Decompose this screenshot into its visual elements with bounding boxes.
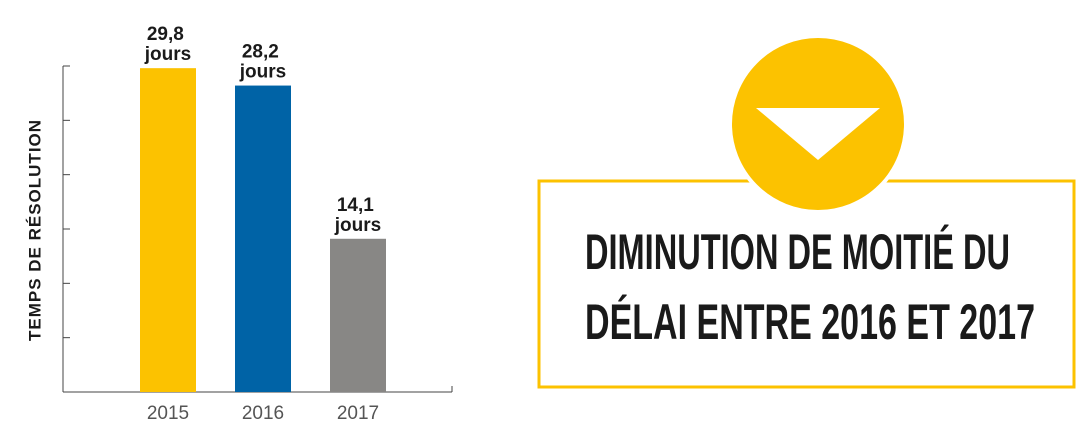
x-tick-label: 2015 (147, 403, 189, 422)
annotation: DÉLAI ENTRE 2016 ET 2017 (585, 294, 1035, 350)
value-label: 14,1 jours (334, 195, 381, 236)
value-label: 29,8 jours (144, 24, 191, 65)
bar (235, 85, 291, 392)
bar (330, 238, 386, 392)
bar (140, 68, 196, 392)
down-arrow (756, 108, 880, 160)
y-axis-label: TEMPS DE RÉSOLUTION (25, 119, 44, 341)
x-tick-label: 2017 (337, 403, 379, 422)
value-label: 28,2 jours (239, 42, 286, 83)
annotation: DIMINUTION DE MOITIÉ DU (585, 224, 1010, 280)
x-tick-label: 2016 (242, 403, 284, 422)
